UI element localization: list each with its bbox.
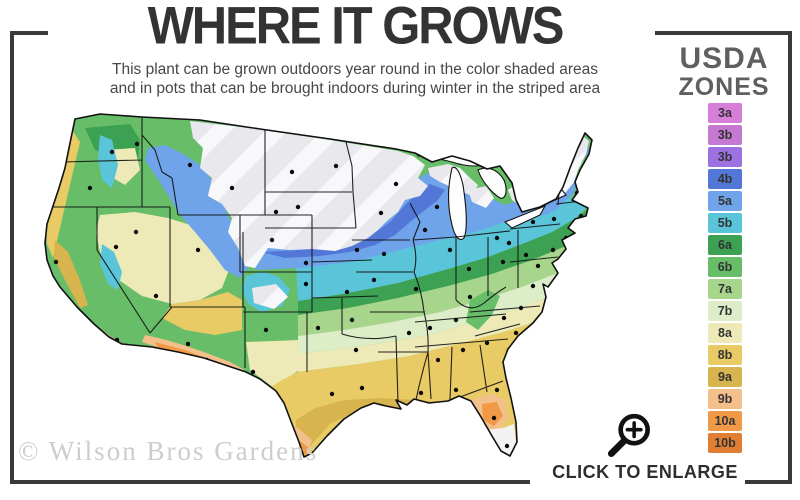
legend-title-zones: ZONES xyxy=(678,73,770,101)
magnifier-plus-icon[interactable] xyxy=(602,411,658,465)
legend-zone-chip-9b: 9b xyxy=(708,389,742,409)
us-outline xyxy=(44,113,593,458)
frame-bottom-left xyxy=(10,480,530,484)
legend: USDA ZONES xyxy=(658,42,790,101)
legend-zone-chip-8a: 8a xyxy=(708,323,742,343)
frame-right xyxy=(788,31,792,484)
legend-zone-chip-10b: 10b xyxy=(708,433,742,453)
legend-zone-chip-6a: 6a xyxy=(708,235,742,255)
legend-title-usda: USDA xyxy=(679,42,769,75)
frame-bottom-right xyxy=(745,480,792,484)
frame-left xyxy=(10,31,14,484)
state-borders xyxy=(50,117,583,403)
subtitle-line-1: This plant can be grown outdoors year ro… xyxy=(112,61,598,78)
legend-zone-chip-9a: 9a xyxy=(708,367,742,387)
click-to-enlarge-button[interactable]: CLICK TO ENLARGE xyxy=(552,462,738,482)
legend-zone-chip-7a: 7a xyxy=(708,279,742,299)
legend-zone-chip-5a: 5a xyxy=(708,191,742,211)
frame-top-left xyxy=(10,31,48,35)
legend-zone-chip-8b: 8b xyxy=(708,345,742,365)
page-title: WHERE IT GROWS xyxy=(147,0,565,56)
legend-zone-chip-3a: 3a xyxy=(708,103,742,123)
legend-zone-chip-10a: 10a xyxy=(708,411,742,431)
frame-top-right xyxy=(655,31,792,35)
legend-zone-chip-4b: 4b xyxy=(708,169,742,189)
legend-zone-chip-3b: 3b xyxy=(708,125,742,145)
subtitle: This plant can be grown outdoors year ro… xyxy=(40,60,670,98)
legend-zone-list: 3a 3b 3b 4b 5a 5b 6a 6b 7a 7b 8a 8b 9a 9b 10a 10b xyxy=(708,103,742,455)
legend-zone-chip-5b: 5b xyxy=(708,213,742,233)
subtitle-line-2: and in pots that can be brought indoors … xyxy=(109,80,601,97)
legend-zone-chip-7b: 7b xyxy=(708,301,742,321)
legend-zone-chip-3b: 3b xyxy=(708,147,742,167)
watermark: © Wilson Bros Gardens xyxy=(18,436,319,466)
legend-zone-chip-6b: 6b xyxy=(708,257,742,277)
